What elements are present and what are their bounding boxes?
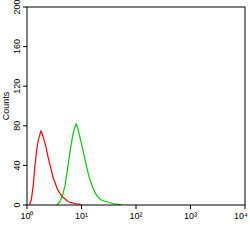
- chart: 0 40 80 120 160 200 10⁰ 10¹ 10² 10³ 10⁴ Counts: [0, 0, 250, 225]
- x-tick-label: 10¹: [75, 211, 88, 221]
- x-tick: [81, 205, 82, 209]
- y-tick: [23, 205, 27, 206]
- y-axis-label: Counts: [1, 91, 11, 120]
- y-tick: [23, 165, 27, 166]
- x-tick: [245, 205, 246, 209]
- y-tick-label: 40: [12, 160, 22, 170]
- x-tick: [136, 205, 137, 209]
- histogram-line: [57, 124, 122, 205]
- y-tick-label: 160: [12, 39, 22, 54]
- y-tick-label: 0: [12, 202, 22, 207]
- x-tick-label: 10³: [184, 211, 197, 221]
- plot-frame: [27, 7, 245, 205]
- y-tick: [23, 125, 27, 126]
- y-tick-label: 200: [12, 0, 22, 15]
- y-tick-label: 80: [12, 121, 22, 131]
- y-tick: [23, 7, 27, 8]
- y-tick: [23, 86, 27, 87]
- x-tick: [190, 205, 191, 209]
- x-tick-label: 10²: [129, 211, 142, 221]
- y-tick: [23, 46, 27, 47]
- x-tick: [27, 205, 28, 209]
- histogram-line: [29, 131, 81, 205]
- x-tick-label: 10⁴: [234, 211, 248, 221]
- plot-area: [29, 124, 122, 205]
- x-tick-label: 10⁰: [20, 211, 33, 221]
- y-tick-label: 120: [12, 79, 22, 94]
